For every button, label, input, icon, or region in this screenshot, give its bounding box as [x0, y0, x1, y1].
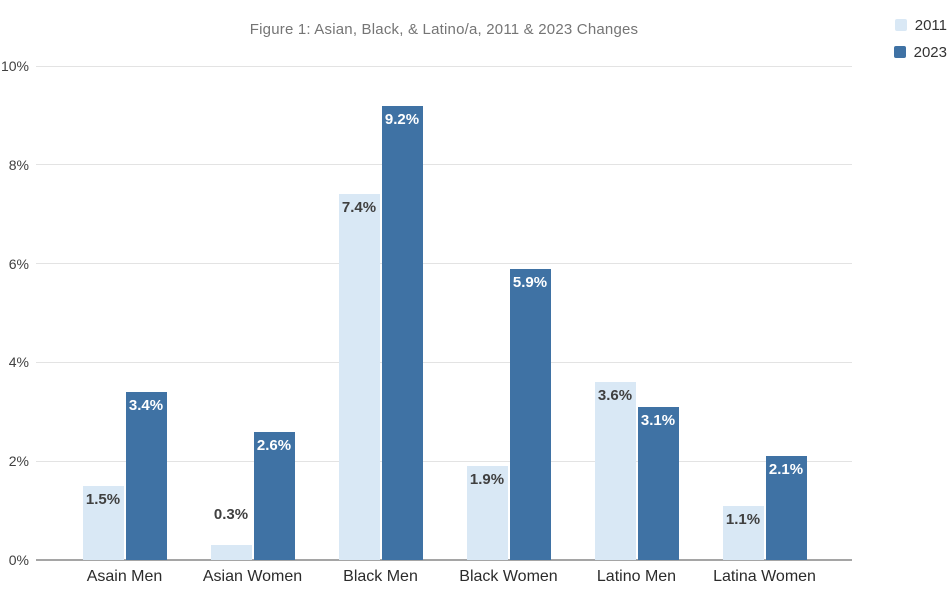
y-tick-label-0%: 0% — [8, 552, 29, 568]
gridline-8% — [36, 164, 852, 166]
y-tick-label-4%: 4% — [8, 354, 29, 371]
legend-label-2023: 2023 — [913, 43, 947, 61]
y-tick-label-10%: 10% — [0, 58, 29, 74]
bar-2023-asian-women — [253, 432, 295, 560]
legend-swatch-2011 — [894, 19, 907, 31]
bar-value-2011-black-men: 7.4% — [341, 199, 377, 216]
gridline-4% — [36, 361, 852, 363]
y-tick-label-6%: 6% — [8, 255, 29, 272]
bar-2011-latina-women — [722, 506, 764, 560]
bar-value-2023-black-men: 9.2% — [384, 111, 420, 128]
bar-2023-latina-women — [765, 456, 807, 560]
x-axis-line — [36, 559, 852, 561]
legend: 2011 2023 — [893, 14, 947, 63]
bar-value-2023-latina-women: 2.1% — [768, 461, 804, 478]
legend-item-2011: 2011 — [894, 14, 947, 36]
category-label-latina-women: Latina Women — [713, 568, 816, 585]
bar-value-2011-black-women: 1.9% — [469, 471, 505, 488]
gridline-10% — [36, 65, 852, 67]
category-label-black-women: Black Women — [459, 568, 558, 585]
bar-2023-latino-men — [637, 407, 679, 560]
bar-2011-black-men — [338, 194, 380, 560]
category-label-latino-men: Latino Men — [596, 568, 677, 585]
bar-value-2023-asain-men: 3.4% — [128, 397, 164, 414]
category-label-black-men: Black Men — [343, 568, 418, 585]
y-tick-label-2%: 2% — [8, 453, 29, 470]
bar-2011-asain-men — [82, 486, 124, 560]
bar-value-2023-black-women: 5.9% — [512, 274, 548, 291]
gridline-6% — [36, 263, 852, 265]
category-label-asain-men: Asain Men — [86, 568, 163, 585]
bar-value-2011-latino-men: 3.6% — [597, 387, 633, 404]
gridline-2% — [36, 460, 852, 462]
y-tick-label-8%: 8% — [8, 156, 29, 173]
category-label-asian-women: Asian Women — [202, 568, 303, 585]
chart-title: Figure 1: Asian, Black, & Latino/a, 2011… — [249, 21, 639, 38]
bar-2023-asain-men — [125, 392, 167, 560]
bar-value-2023-asian-women: 2.6% — [256, 437, 292, 454]
bar-2011-black-women — [466, 466, 508, 560]
legend-item-2023: 2023 — [893, 41, 947, 63]
bar-2011-latino-men — [594, 382, 636, 560]
legend-swatch-2023 — [893, 46, 906, 58]
bar-value-2011-latina-women: 1.1% — [725, 511, 761, 528]
bar-2023-black-men — [381, 106, 423, 560]
bar-value-2011-asain-men: 1.5% — [85, 491, 121, 508]
bar-2023-black-women — [509, 269, 551, 560]
bar-2011-asian-women — [210, 545, 252, 560]
legend-label-2011: 2011 — [914, 16, 947, 34]
bar-value-2023-latino-men: 3.1% — [640, 412, 676, 429]
bar-value-2011-asian-women: 0.3% — [213, 506, 249, 523]
